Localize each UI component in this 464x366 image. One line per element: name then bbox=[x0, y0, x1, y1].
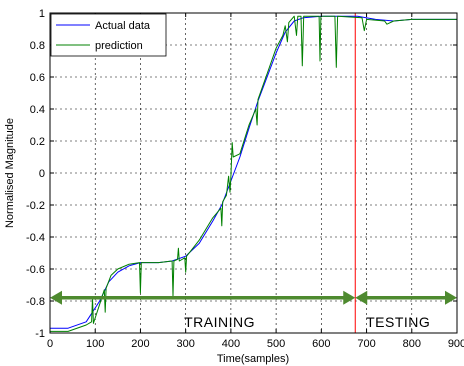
y-tick-label: 0.8 bbox=[30, 40, 45, 52]
x-tick-label: 900 bbox=[448, 338, 464, 350]
x-tick-label: 400 bbox=[222, 338, 240, 350]
arrow-head-left bbox=[355, 290, 368, 305]
arrow-label-testing: TESTING bbox=[366, 314, 430, 330]
x-axis-ticks: 0 100 200 300 400 500 600 700 800 900 bbox=[47, 13, 464, 350]
arrow-head-left bbox=[50, 290, 62, 305]
arrow-head-right bbox=[445, 290, 457, 305]
x-tick-label: 500 bbox=[267, 338, 285, 350]
legend-box bbox=[50, 13, 167, 57]
legend-label-prediction: prediction bbox=[95, 40, 143, 52]
y-tick-label: 1 bbox=[39, 8, 45, 20]
series-line-actual-data bbox=[50, 15, 457, 329]
y-tick-label: -0.6 bbox=[26, 264, 45, 276]
x-tick-label: 300 bbox=[176, 338, 194, 350]
y-tick-label: 0.4 bbox=[30, 104, 45, 116]
x-tick-label: 800 bbox=[403, 338, 421, 350]
legend: Actual data prediction bbox=[50, 13, 167, 57]
y-tick-label: -0.2 bbox=[26, 200, 45, 212]
y-axis-ticks: -1 -0.8 -0.6 -0.4 -0.2 0 0.2 0.4 0.6 0.8 1 bbox=[26, 8, 457, 340]
y-tick-label: 0 bbox=[39, 168, 45, 180]
y-axis-label: Normalised Magnitude bbox=[4, 118, 16, 228]
legend-label-actual-data: Actual data bbox=[95, 20, 151, 32]
plot-area bbox=[50, 13, 457, 333]
arrow-layer: TRAINING TESTING bbox=[50, 290, 457, 330]
y-tick-label: -1 bbox=[35, 328, 45, 340]
arrow-label-training: TRAINING bbox=[184, 314, 255, 330]
x-tick-label: 700 bbox=[357, 338, 375, 350]
y-tick-label: -0.4 bbox=[26, 232, 45, 244]
series-line-prediction bbox=[50, 15, 457, 332]
arrow-training: TRAINING bbox=[50, 290, 356, 330]
y-tick-label: 0.2 bbox=[30, 136, 45, 148]
series-layer bbox=[50, 15, 457, 332]
x-tick-label: 100 bbox=[86, 338, 104, 350]
arrow-testing: TESTING bbox=[355, 290, 457, 330]
x-tick-label: 200 bbox=[131, 338, 149, 350]
x-tick-label: 600 bbox=[312, 338, 330, 350]
arrow-head-right bbox=[343, 290, 356, 305]
x-axis-label: Time(samples) bbox=[217, 353, 289, 365]
y-tick-label: -0.8 bbox=[26, 296, 45, 308]
x-tick-label: 0 bbox=[47, 338, 53, 350]
y-tick-label: 0.6 bbox=[30, 72, 45, 84]
